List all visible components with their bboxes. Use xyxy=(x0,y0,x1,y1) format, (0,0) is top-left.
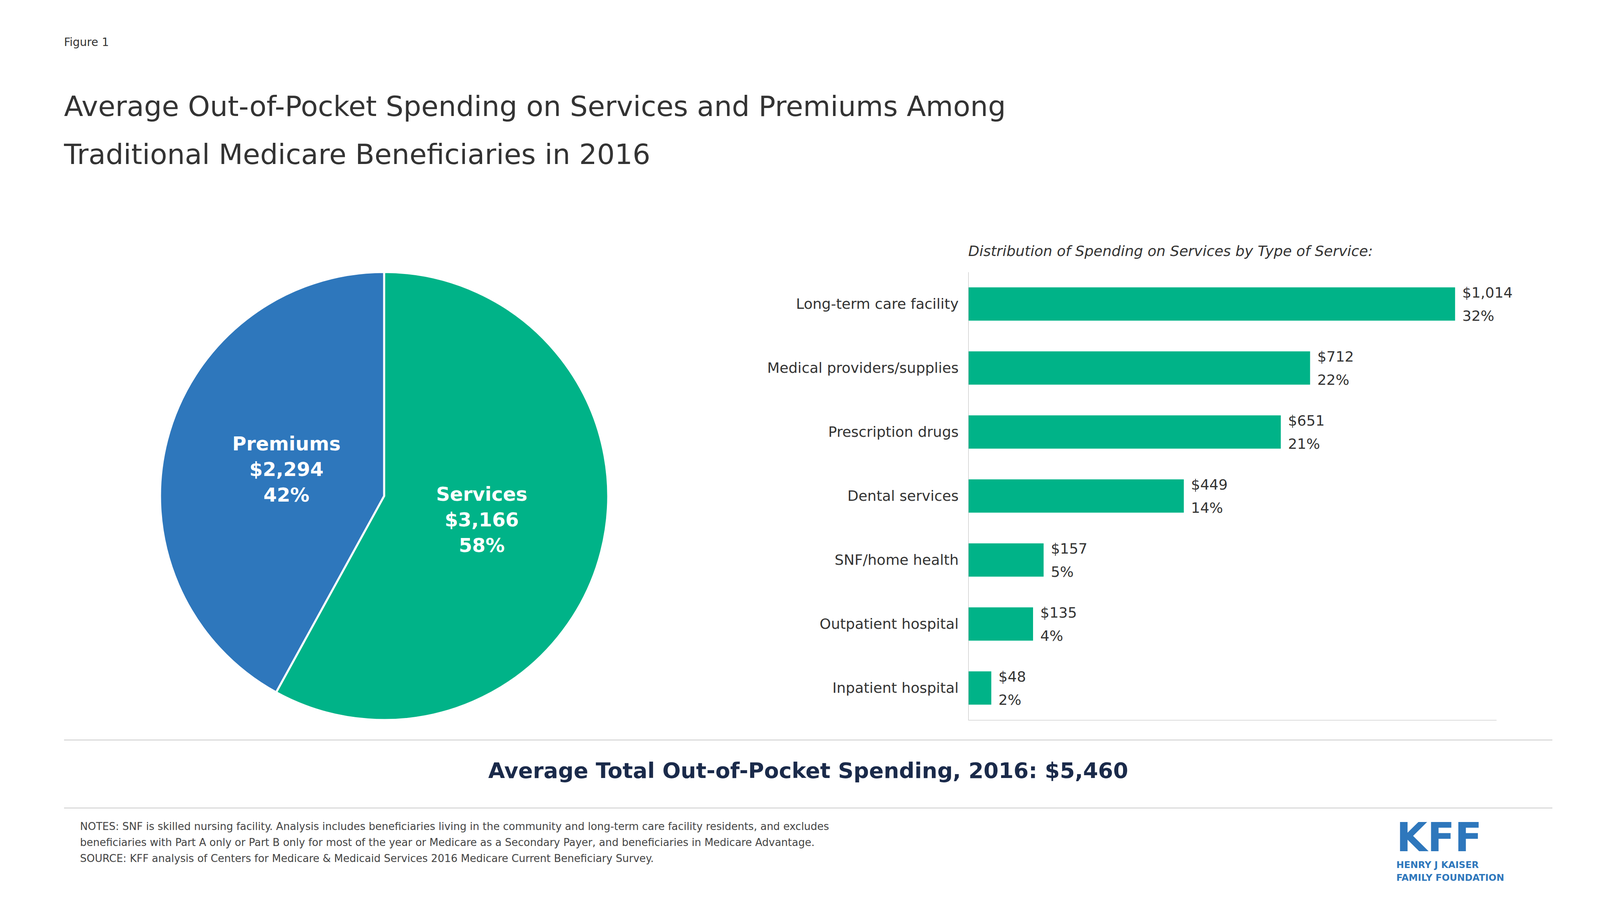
slice-category: Services xyxy=(436,482,528,506)
figure-label: Figure 1 xyxy=(64,35,109,49)
slice-amount: $2,294 xyxy=(249,458,324,481)
bar-value-label: $135 xyxy=(1040,604,1078,621)
bar xyxy=(968,607,1034,641)
bar-share-label: 4% xyxy=(1040,627,1064,645)
chart-canvas: Figure 1 Average Out-of-Pocket Spending o… xyxy=(0,0,1600,900)
y-tick-label: Long-term care facility xyxy=(796,295,959,313)
bar-share-label: 32% xyxy=(1462,307,1495,325)
bars xyxy=(968,287,1456,705)
y-tick-label: Dental services xyxy=(847,487,959,505)
y-axis: Long-term care facility Medical providers… xyxy=(767,272,969,721)
notes-line: beneficiaries with Part A only or Part B… xyxy=(80,836,815,849)
notes: NOTES: SNF is skilled nursing facility. … xyxy=(80,820,830,865)
y-tick: Medical providers/supplies xyxy=(767,359,969,377)
pie: Services$3,166 58% Premiums $2,29442% xyxy=(160,272,609,721)
bar xyxy=(968,671,992,705)
x-axis xyxy=(968,720,1497,721)
y-tick: Inpatient hospital xyxy=(832,679,969,697)
logo-subtitle-line: FAMILY FOUNDATION xyxy=(1396,872,1504,884)
y-tick-label: Inpatient hospital xyxy=(832,679,959,697)
figure-label-line: Figure 1 xyxy=(64,35,109,49)
y-tick: SNF/home health xyxy=(834,551,969,569)
bar-share-label: 5% xyxy=(1050,563,1074,581)
bar xyxy=(968,287,1456,321)
bar xyxy=(968,351,1310,385)
chart-title-line: Traditional Medicare Beneficiaries in 20… xyxy=(63,138,651,171)
chart-title: Average Out-of-Pocket Spending on Servic… xyxy=(63,90,1006,171)
logo: KFF xyxy=(1396,814,1482,862)
bar-value-label: $712 xyxy=(1317,348,1354,365)
bar-labels: $1,014 32% $712 22% $651 21% $449 14% $157 5% $135… xyxy=(998,284,1513,709)
bar-share-label: 21% xyxy=(1287,435,1320,453)
bar-share-label: 14% xyxy=(1191,499,1224,517)
bar-share-label: 2% xyxy=(998,691,1022,709)
divider xyxy=(64,807,1553,809)
y-tick-label: Prescription drugs xyxy=(828,423,959,441)
divider xyxy=(64,739,1553,741)
y-tick-label: Outpatient hospital xyxy=(819,615,959,633)
y-tick: Dental services xyxy=(847,487,969,505)
notes-line: NOTES: SNF is skilled nursing facility. … xyxy=(80,820,830,833)
y-tick: Outpatient hospital xyxy=(819,615,969,633)
notes-line: SOURCE: KFF analysis of Centers for Medi… xyxy=(80,852,654,865)
x-axis-line xyxy=(968,720,1497,721)
bar-subtitle: Distribution of Spending on Services by … xyxy=(968,242,1373,260)
y-tick-label: Medical providers/supplies xyxy=(767,359,959,377)
slice-value: 58% xyxy=(458,534,505,557)
total-text-line: Average Total Out-of-Pocket Spending, 20… xyxy=(488,758,1128,784)
bar-value-label: $157 xyxy=(1050,540,1088,557)
slice-category: Premiums xyxy=(232,432,341,455)
bar xyxy=(968,415,1281,449)
bar-share-label: 22% xyxy=(1317,371,1350,389)
total-text: Average Total Out-of-Pocket Spending, 20… xyxy=(488,758,1128,784)
slice-value: 42% xyxy=(263,483,310,507)
slice-label: Premiums $2,29442% xyxy=(232,432,341,507)
logo-line: KFF xyxy=(1396,814,1482,862)
bar xyxy=(968,543,1044,577)
logo-subtitle: HENRY J KAISERFAMILY FOUNDATION xyxy=(1396,859,1504,884)
bar-value-label: $1,014 xyxy=(1462,284,1513,301)
bar xyxy=(968,479,1184,513)
slice-amount: $3,166 xyxy=(444,508,519,531)
y-tick: Long-term care facility xyxy=(796,295,969,313)
y-tick-label: SNF/home health xyxy=(834,551,959,569)
y-tick: Prescription drugs xyxy=(828,423,969,441)
y-axis-line xyxy=(968,272,969,721)
bar-value-label: $651 xyxy=(1287,412,1325,429)
bar-value-label: $449 xyxy=(1191,476,1228,493)
logo-subtitle-line: HENRY J KAISER xyxy=(1396,859,1479,871)
chart-title-line: Average Out-of-Pocket Spending on Servic… xyxy=(64,90,1006,123)
slice-label: Services$3,166 58% xyxy=(436,482,528,557)
pie-slice xyxy=(160,272,385,693)
bar-value-label: $48 xyxy=(998,668,1027,685)
